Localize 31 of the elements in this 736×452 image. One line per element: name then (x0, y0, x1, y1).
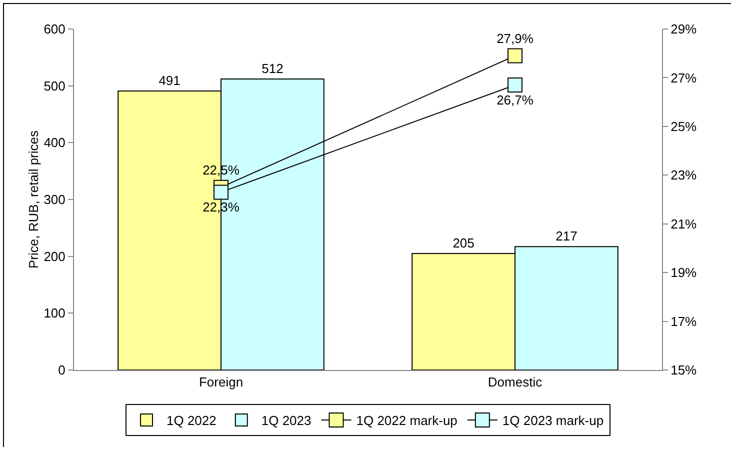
point (508, 78, 522, 93)
legend-label: 1Q 2022 mark-up (356, 413, 458, 428)
legend-label: 1Q 2022 (166, 413, 216, 428)
y-tick-label: 500 (44, 78, 66, 94)
y2-tick-label: 21% (670, 216, 698, 232)
data-label: 512 (262, 61, 284, 76)
y2-tick-label: 23% (670, 168, 698, 183)
x-tick-label: Domestic (488, 374, 543, 390)
data-label: 205 (452, 235, 474, 250)
point (508, 48, 522, 64)
legend-label: 1Q 2023 mark-up (502, 413, 604, 428)
point (214, 184, 228, 200)
data-label: 26,7% (496, 92, 534, 108)
y-tick-label: 300 (44, 192, 66, 208)
y2-tick-label: 19% (670, 265, 698, 280)
legend-label: 1Q 2023 (261, 413, 312, 428)
data-label: 217 (556, 228, 578, 244)
y-tick-label: 100 (44, 306, 66, 321)
y-tick-label: 600 (44, 22, 66, 37)
y-tick-label: 0 (58, 362, 66, 378)
y-axis-title: Price, RUB, retail prices (26, 130, 41, 268)
y-tick-label: 200 (44, 248, 66, 264)
data-label: 491 (158, 72, 180, 88)
x-tick-label: Foreign (198, 374, 244, 390)
y2-tick-label: 27% (670, 70, 698, 86)
y2-tick-label: 17% (670, 314, 698, 329)
y2-tick-label: 29% (670, 22, 698, 37)
y2-tick-label: 25% (670, 118, 698, 134)
y-tick-label: 400 (44, 135, 66, 150)
y2-tick-label: 15% (670, 362, 698, 378)
data-label: 27,9% (496, 30, 534, 46)
